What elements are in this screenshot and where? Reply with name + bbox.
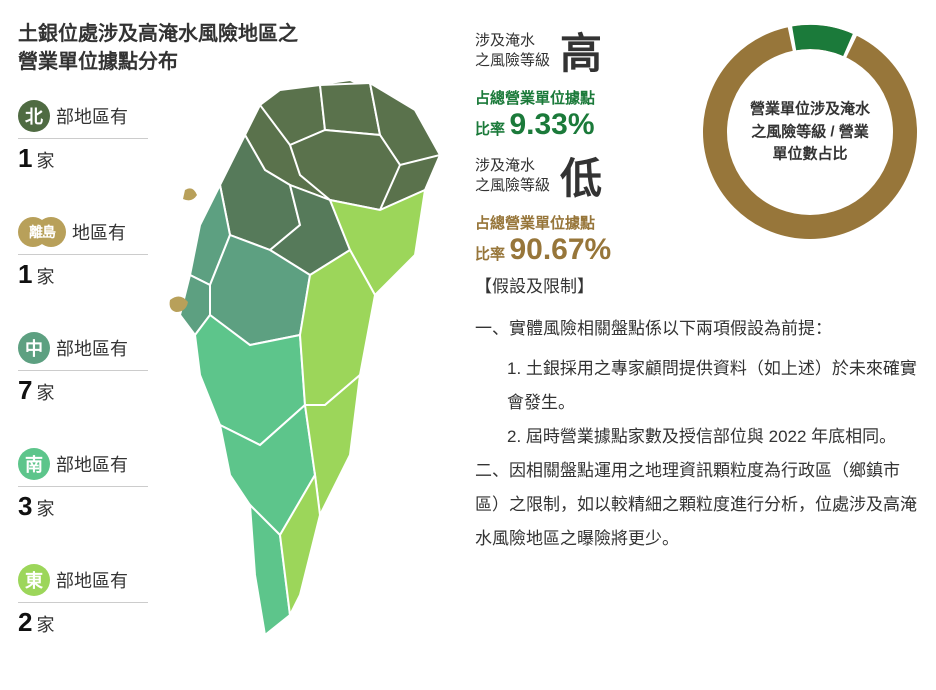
region-count: 1	[18, 143, 32, 173]
region-count-row: 3家	[18, 486, 148, 522]
risk-low-block: 涉及淹水之風險等級 低 占總營業單位據點 比率 90.67%	[475, 145, 695, 267]
region-count: 2	[18, 607, 32, 637]
taiwan-map	[150, 75, 450, 665]
region-count: 7	[18, 375, 32, 405]
map-region-east-b	[300, 250, 375, 405]
region-text: 部地區有	[56, 451, 128, 477]
region-item: 離島地區有 1家	[18, 216, 148, 290]
assumption-item: 二、因相關盤點運用之地理資訊顆粒度為行政區（鄉鎮市區）之限制，如以較精細之顆粒度…	[475, 454, 920, 556]
region-item: 中部地區有 7家	[18, 332, 148, 406]
assumption-sub-item: 2. 屆時營業據點家數及授信部位與 2022 年底相同。	[475, 420, 920, 454]
region-badge-island: 離島	[18, 216, 66, 248]
region-count: 3	[18, 491, 32, 521]
risk-high-label: 涉及淹水之風險等級	[475, 31, 550, 70]
region-text: 部地區有	[56, 335, 128, 361]
map-island-1	[183, 188, 197, 200]
region-unit: 家	[36, 267, 54, 287]
main-title: 土銀位處涉及高淹水風險地區之 營業單位據點分布	[18, 20, 298, 76]
region-badge: 南	[18, 448, 50, 480]
region-text: 部地區有	[56, 103, 128, 129]
region-unit: 家	[36, 615, 54, 635]
map-svg	[150, 75, 450, 665]
region-list: 北部地區有1家離島地區有1家中部地區有7家南部地區有3家東部地區有2家	[18, 100, 148, 680]
region-unit: 家	[36, 151, 54, 171]
region-item: 東部地區有 2家	[18, 564, 148, 638]
assumptions-list: 一、實體風險相關盤點係以下兩項假設為前提： 1. 土銀採用之專家顧問提供資料（如上…	[475, 312, 920, 556]
region-count-row: 7家	[18, 370, 148, 406]
region-badge: 北	[18, 100, 50, 132]
region-unit: 家	[36, 499, 54, 519]
risk-high-block: 涉及淹水之風險等級 高 占總營業單位據點 比率 9.33%	[475, 20, 695, 142]
risk-high-level: 高	[560, 20, 602, 81]
region-count-row: 1家	[18, 254, 148, 290]
title-line-2: 營業單位據點分布	[18, 51, 178, 73]
region-count-row: 2家	[18, 602, 148, 638]
risk-low-level: 低	[560, 145, 602, 206]
region-unit: 家	[36, 383, 54, 403]
risk-low-label: 涉及淹水之風險等級	[475, 156, 550, 195]
region-count-row: 1家	[18, 138, 148, 174]
assumption-item: 一、實體風險相關盤點係以下兩項假設為前提：	[475, 312, 920, 346]
region-item: 北部地區有 1家	[18, 100, 148, 174]
risk-low-sub: 占總營業單位據點 比率 90.67%	[475, 212, 695, 267]
title-line-1: 土銀位處涉及高淹水風險地區之	[18, 23, 298, 45]
assumptions-title: 【假設及限制】	[475, 270, 920, 304]
region-text: 部地區有	[56, 567, 128, 593]
risk-high-sub: 占總營業單位據點 比率 9.33%	[475, 87, 695, 142]
donut-center-text: 營業單位涉及淹水 之風險等級 / 營業 單位數占比	[740, 98, 880, 166]
assumption-sub-item: 1. 土銀採用之專家顧問提供資料（如上述）於未來確實會發生。	[475, 352, 920, 420]
region-text: 地區有	[72, 219, 126, 245]
region-badge: 中	[18, 332, 50, 364]
region-count: 1	[18, 259, 32, 289]
region-badge: 東	[18, 564, 50, 596]
region-item: 南部地區有 3家	[18, 448, 148, 522]
assumptions-block: 【假設及限制】 一、實體風險相關盤點係以下兩項假設為前提： 1. 土銀採用之專家顧…	[475, 270, 920, 562]
donut-chart: 營業單位涉及淹水 之風險等級 / 營業 單位數占比	[700, 22, 920, 242]
